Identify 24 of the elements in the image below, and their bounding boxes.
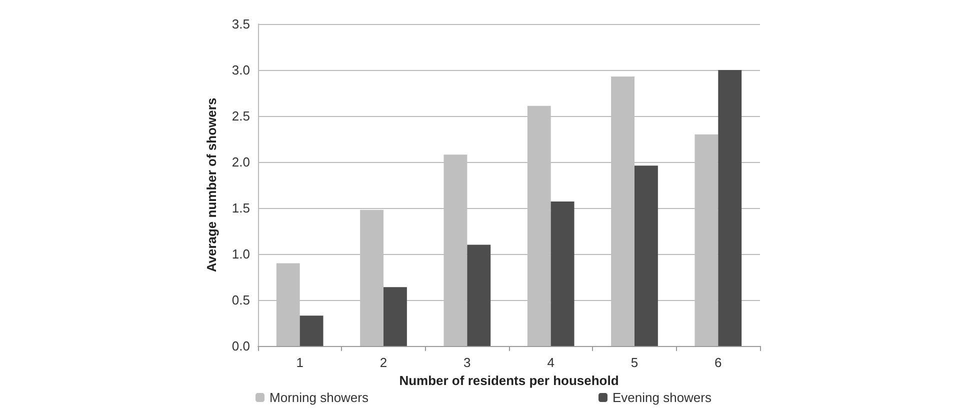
bar (718, 70, 742, 346)
y-tick-label: 0.0 (232, 338, 250, 354)
x-tick-label: 6 (714, 355, 722, 370)
legend-label: Evening showers (612, 390, 712, 405)
y-tick-label: 1.0 (232, 246, 250, 262)
y-tick-label: 3.0 (232, 62, 250, 78)
y-tick-label: 0.5 (232, 292, 250, 308)
x-tick-label: 5 (630, 355, 638, 370)
y-tick-label: 1.5 (232, 200, 250, 216)
x-tick-label: 4 (547, 355, 554, 370)
y-tick-label: 2.5 (232, 108, 250, 124)
x-tick-label: 2 (380, 355, 388, 370)
y-tick-label: 3.5 (232, 16, 250, 32)
bar (300, 316, 324, 346)
y-axis-title: Average number of showers (204, 98, 219, 272)
bar (550, 202, 574, 346)
x-tick-label: 1 (296, 355, 304, 370)
bar (384, 287, 407, 346)
x-tick-label: 3 (464, 355, 471, 370)
bar (467, 244, 491, 346)
x-axis-title: Number of residents per household (399, 372, 619, 388)
y-tick-label: 2.0 (232, 154, 250, 170)
bar (634, 166, 658, 346)
legend-label: Morning showers (270, 390, 369, 405)
